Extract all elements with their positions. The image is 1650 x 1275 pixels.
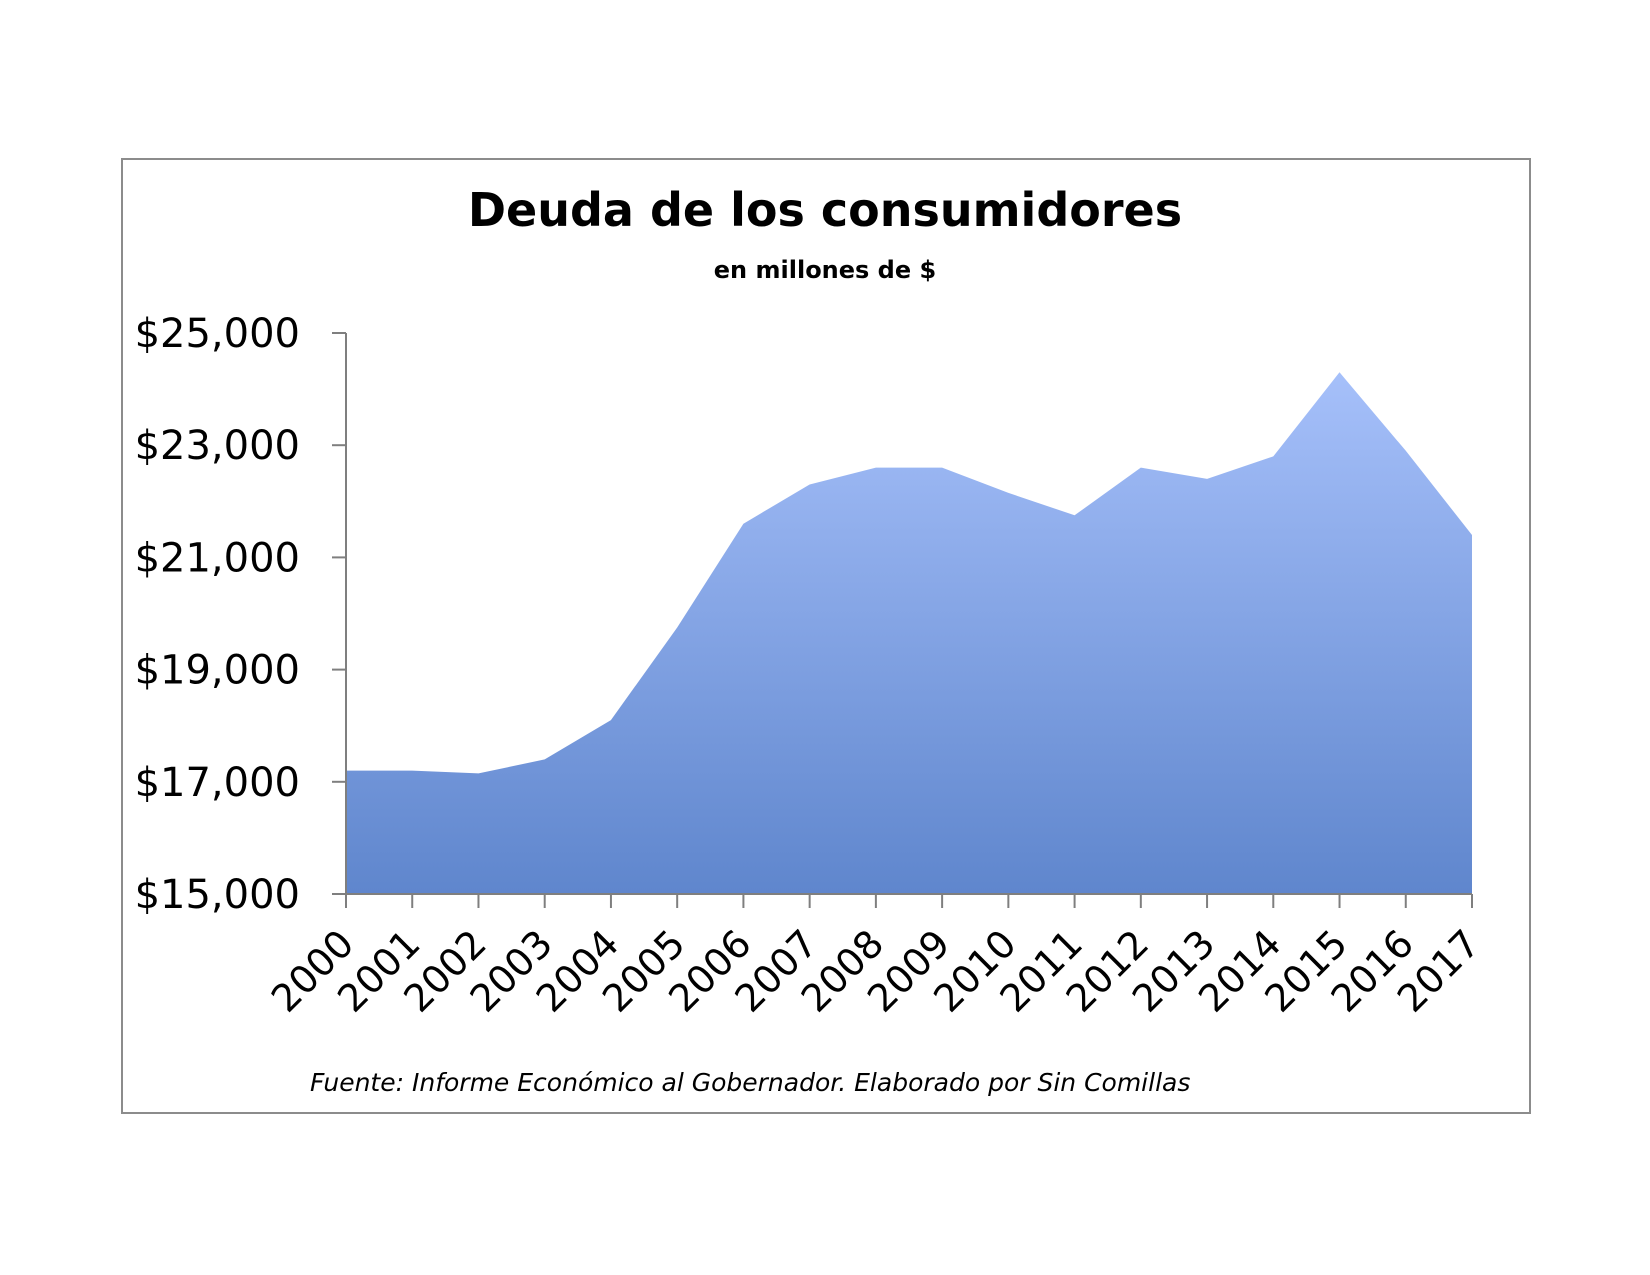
y-tick-label: $21,000 [135,535,300,581]
chart-title: Deuda de los consumidores [467,183,1183,237]
y-tick-label: $17,000 [135,760,300,806]
source-note: Fuente: Informe Económico al Gobernador.… [310,1068,1191,1097]
y-tick-label: $25,000 [135,311,300,357]
chart-subtitle: en millones de $ [713,256,937,284]
area-series [346,372,1472,894]
y-tick-label: $23,000 [135,423,300,469]
y-tick-label: $15,000 [135,872,300,918]
y-tick-label: $19,000 [135,648,300,694]
